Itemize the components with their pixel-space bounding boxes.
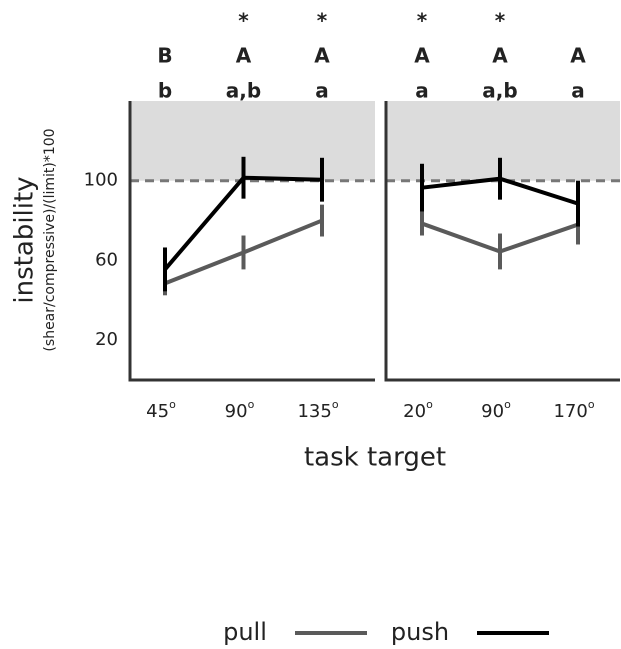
degree-sign: o: [504, 398, 511, 411]
degree-sign: o: [248, 398, 255, 411]
x-axis-label: task target: [304, 443, 446, 473]
annotation-stars: *: [495, 9, 506, 33]
y-axis-label: instability: [10, 176, 40, 303]
annotation-upper: A: [414, 44, 430, 68]
degree-sign: o: [332, 398, 339, 411]
y-axis-sublabel: (shear/compressive)/(limit)*100: [42, 128, 58, 351]
legend-label: push: [391, 618, 449, 646]
annotation-lower: a,b: [482, 79, 517, 103]
degree-sign: o: [588, 398, 595, 411]
annotation-upper: A: [492, 44, 508, 68]
category: 20: [403, 401, 426, 422]
annotation-upper: A: [314, 44, 330, 68]
annotation-upper: A: [236, 44, 252, 68]
annotation-stars: *: [317, 9, 328, 33]
y-tick-label: 100: [84, 170, 118, 191]
x-tick-label: 135o: [297, 398, 338, 422]
x-tick-label: 20o: [403, 398, 433, 422]
annotation-lower: a: [315, 79, 329, 103]
category: 90: [481, 401, 504, 422]
x-tick-label: 45o: [146, 398, 176, 422]
annotation-lower: a: [415, 79, 429, 103]
degree-sign: o: [426, 398, 433, 411]
x-tick-label: 90o: [225, 398, 255, 422]
annotation-stars: *: [417, 9, 428, 33]
category: 170: [553, 401, 587, 422]
annotation-lower: b: [158, 79, 172, 103]
x-tick-label: 170o: [553, 398, 594, 422]
unstable-region: [130, 101, 375, 181]
annotation-upper: A: [570, 44, 586, 68]
y-tick-label: 60: [95, 249, 118, 270]
annotation-upper: B: [157, 44, 172, 68]
legend-label: pull: [223, 618, 267, 646]
x-tick-label: 90o: [481, 398, 511, 422]
category: 135: [297, 401, 331, 422]
annotation-lower: a: [571, 79, 585, 103]
category: 90: [225, 401, 248, 422]
y-tick-label: 20: [95, 329, 118, 350]
unstable-region: [386, 101, 620, 181]
annotation-stars: *: [238, 9, 249, 33]
degree-sign: o: [169, 398, 176, 411]
category: 45: [146, 401, 169, 422]
annotation-lower: a,b: [226, 79, 261, 103]
